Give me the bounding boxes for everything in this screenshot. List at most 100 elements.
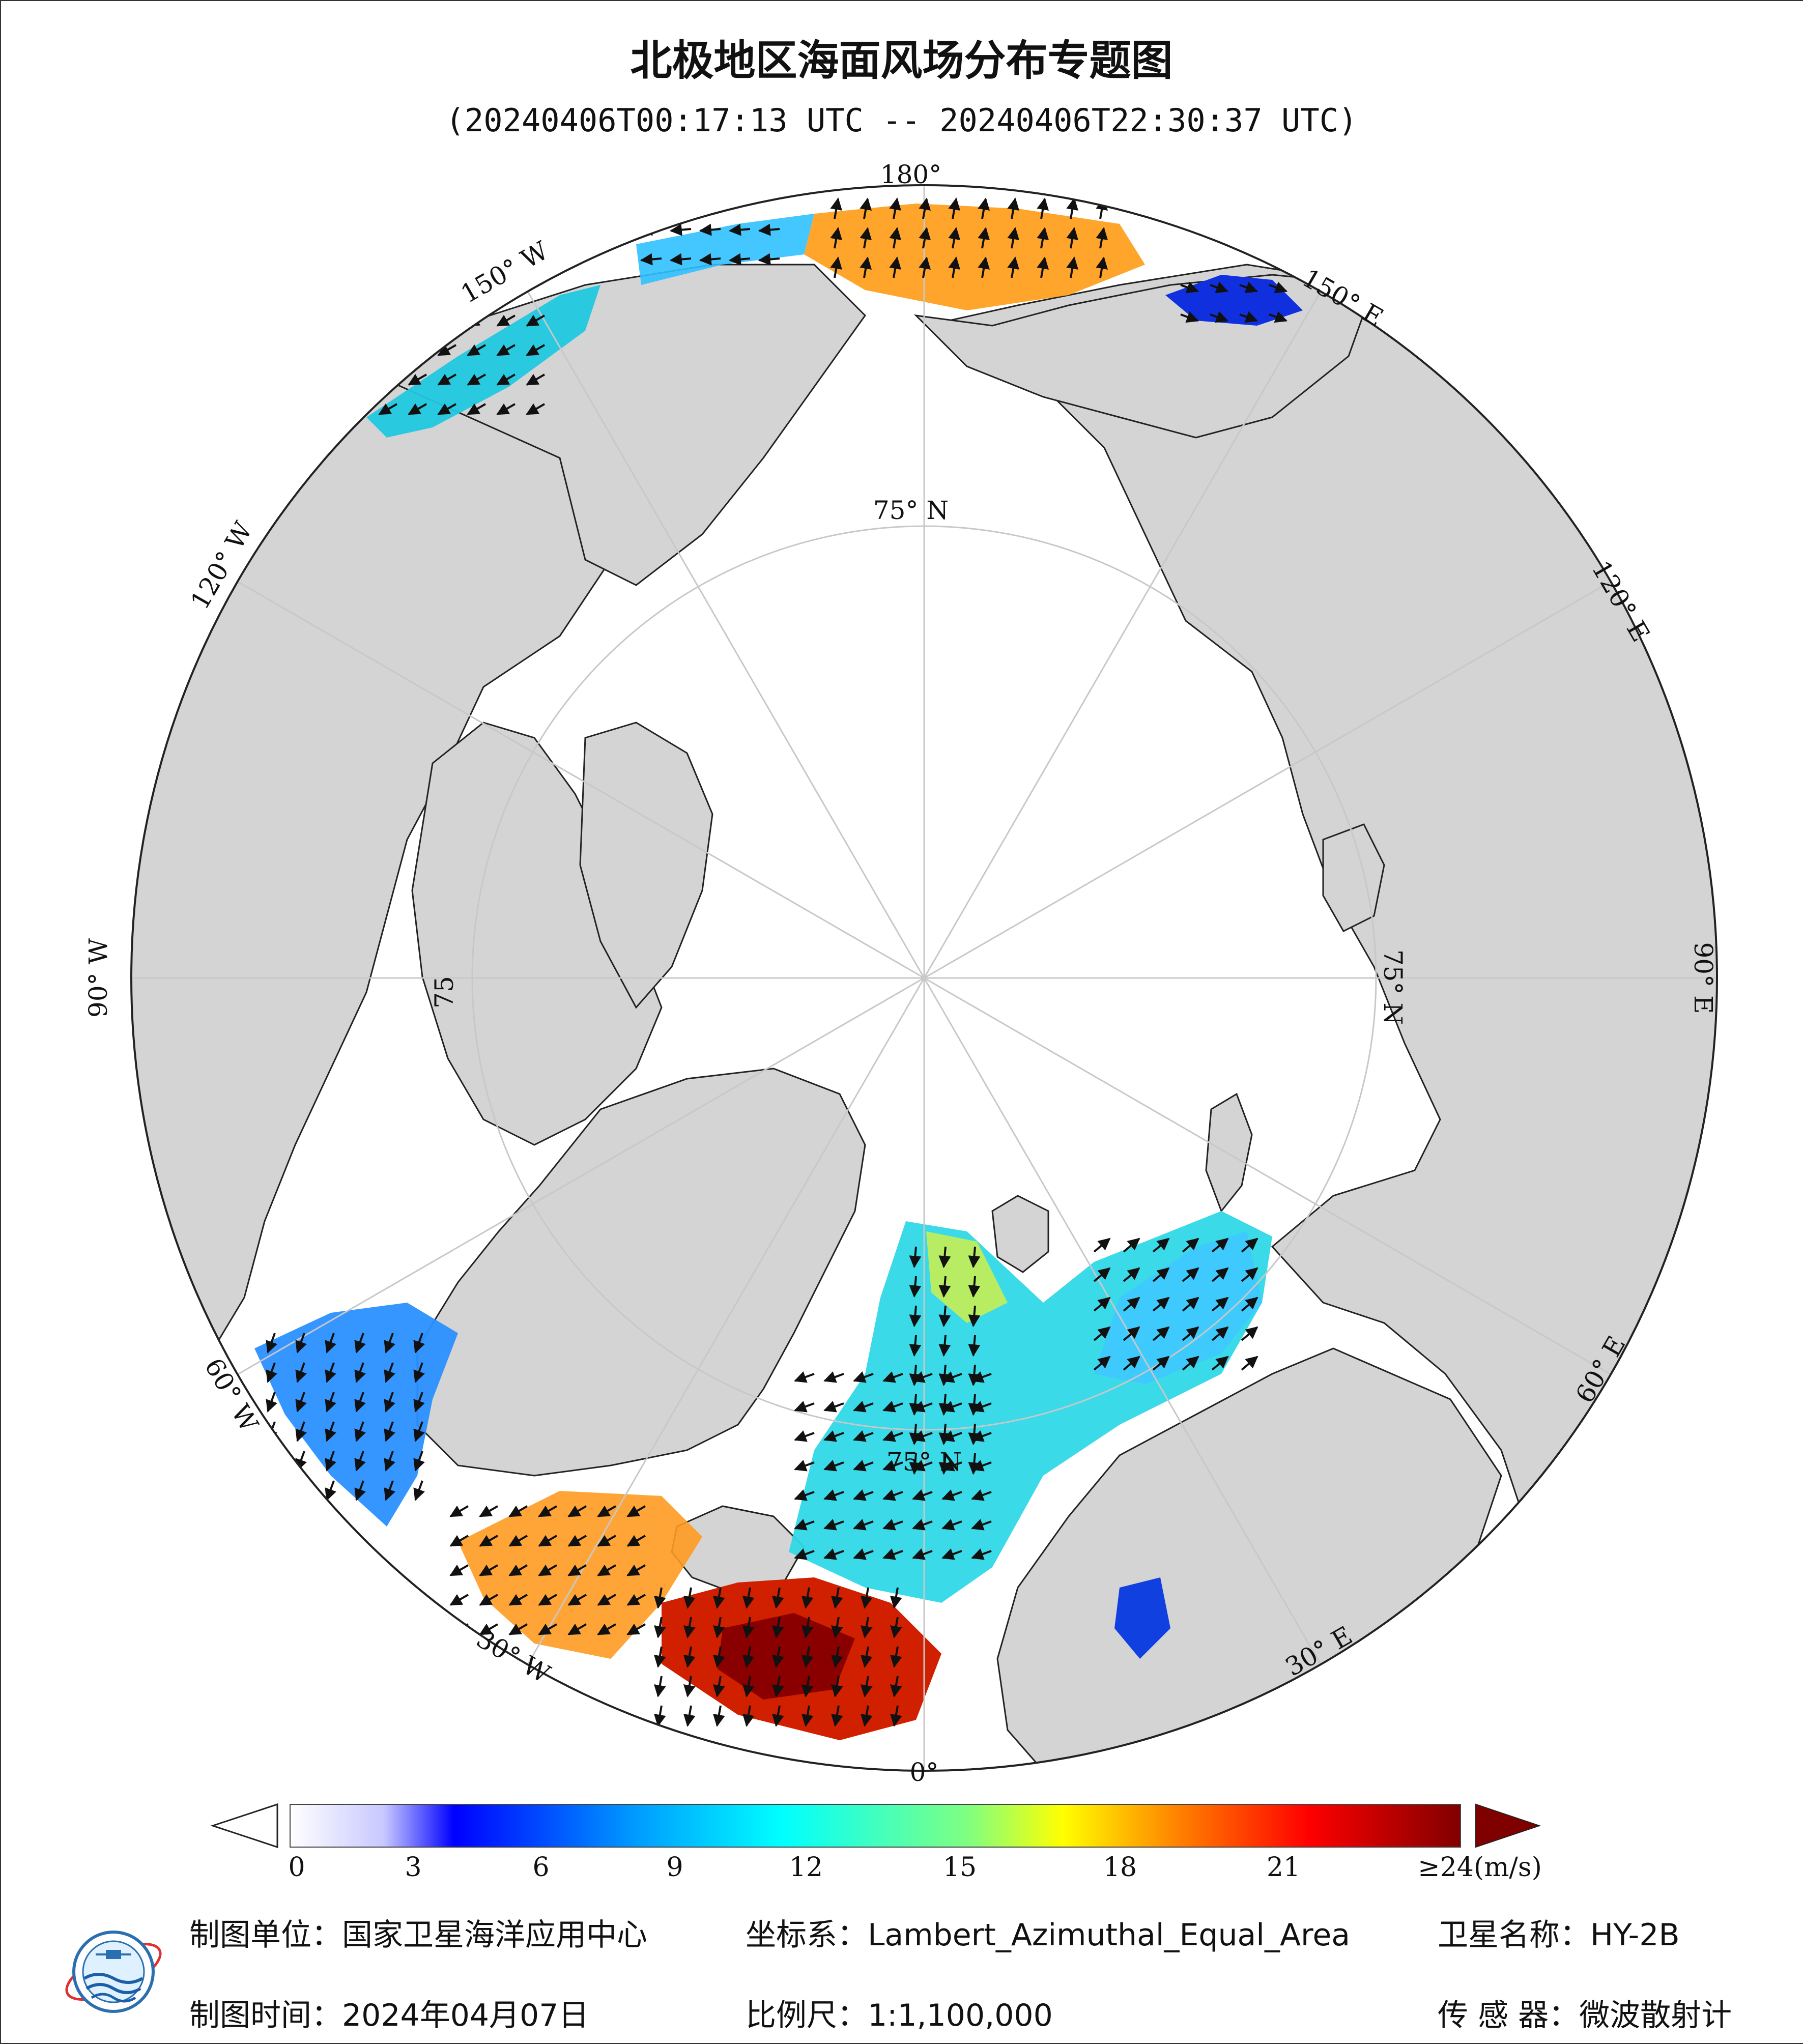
footer-crs: 坐标系：Lambert_Azimuthal_Equal_Area [746,1917,1351,1953]
agency-logo [65,1931,162,2013]
wind-arrow [853,1519,874,1531]
wind-arrow [794,1430,815,1442]
wind-arrow [1152,1326,1170,1341]
wind-arrow [1241,1267,1258,1282]
wind-arrow [853,1371,874,1383]
wind-arrow [912,1519,933,1531]
wind-arrow [889,197,901,219]
wind-arrow [941,1548,962,1560]
wind-arrow [971,1430,992,1442]
wind-arrow [713,1705,725,1727]
wind-arrow [325,1451,336,1472]
wind-arrow [772,1705,784,1727]
wind-arrow [437,344,457,356]
wind-arrow [1096,227,1108,249]
wind-arrow [971,1548,992,1560]
wind-arrow [831,1617,843,1638]
wind-arrow [508,1594,528,1606]
wind-arrow [978,227,990,249]
wind-arrow [772,1646,784,1668]
wind-arrow [266,1451,277,1472]
wind-arrow [1123,1326,1140,1341]
wind-arrow [1037,227,1049,249]
wind-arrow [971,1371,992,1383]
wind-arrow [968,1305,981,1328]
wind-arrow [325,1333,336,1354]
wind-arrow [408,373,427,386]
wind-arrow [912,1460,933,1472]
wind-arrow [1152,1297,1170,1312]
colorbar-gradient [290,1804,1461,1848]
land-svalbard [991,1195,1049,1273]
wind-arrow [1093,1297,1111,1312]
wind-arrow [538,1623,558,1635]
wind-arrow [354,1333,366,1354]
wind-arrow [354,1362,366,1383]
wind-arrow [853,1548,874,1560]
lat-label-75n-right: 75° N [1378,949,1408,1025]
wind-arrow [467,373,486,386]
wind-arrow [1096,256,1108,278]
wind-arrow [861,1705,873,1727]
wind-arrow [538,1535,558,1547]
wind-arrow [378,403,398,415]
footer-date: 制图时间：2024年04月07日 [189,1998,589,2033]
lon-label-180: 180° [880,160,941,189]
colorbar [210,1803,1541,1849]
wind-arrow [1037,256,1049,278]
wind-arrow [948,197,960,219]
wind-arrow [823,1371,844,1383]
wind-arrow [626,1535,646,1547]
wind-arrow [1182,1356,1199,1371]
wind-arrow [449,1594,469,1606]
wind-arrow [938,1335,951,1357]
map-disc [131,185,1717,1771]
wind-arrow [479,1623,499,1635]
wind-arrow [496,344,516,356]
lat-label-75n-left: 75 [430,976,459,1009]
wind-arrow [654,1587,666,1609]
wind-arrow [830,197,842,219]
wind-arrow [1123,1237,1140,1253]
wind-arrow [626,1594,646,1606]
wind-arrow [802,1617,814,1638]
wind-arrow [413,1362,425,1383]
wind-arrow [941,1519,962,1531]
wind-arrow [479,1564,499,1576]
wind-arrow [597,1564,617,1576]
wind-swath-baltic [1114,1577,1170,1659]
lat-label-75n-bottom: 75° N [886,1447,962,1477]
wind-arrow [413,1333,425,1354]
wind-arrow [408,403,427,415]
wind-swath-beaufort [366,285,600,438]
wind-arrow [654,1646,666,1668]
wind-arrow [909,1305,922,1328]
wind-arrow [1180,311,1199,323]
wind-arrow [413,1451,425,1472]
wind-arrow [378,344,398,356]
wind-arrow [772,1676,784,1697]
wind-swath-east-siberian [1165,275,1303,326]
wind-arrow [909,1276,922,1298]
wind-arrow [1239,311,1258,323]
wind-arrow [699,253,721,266]
wind-arrow [626,1623,646,1635]
colorbar-tick: 6 [532,1852,550,1883]
wind-arrow [1211,1356,1229,1371]
wind-arrow [794,1489,815,1501]
wind-arrow [882,1371,903,1383]
wind-arrow [823,1401,844,1413]
wind-arrow [861,1646,873,1668]
wind-arrow [597,1623,617,1635]
wind-arrow [1007,256,1019,278]
map-boundary [130,184,1718,1772]
wind-arrow [978,256,990,278]
wind-arrow [1211,1326,1229,1341]
wind-arrow [1152,1356,1170,1371]
wind-arrow [882,1548,903,1560]
wind-arrow [802,1705,814,1727]
wind-arrow [860,197,872,219]
wind-arrow [772,1587,784,1609]
wind-arrow [669,223,692,236]
